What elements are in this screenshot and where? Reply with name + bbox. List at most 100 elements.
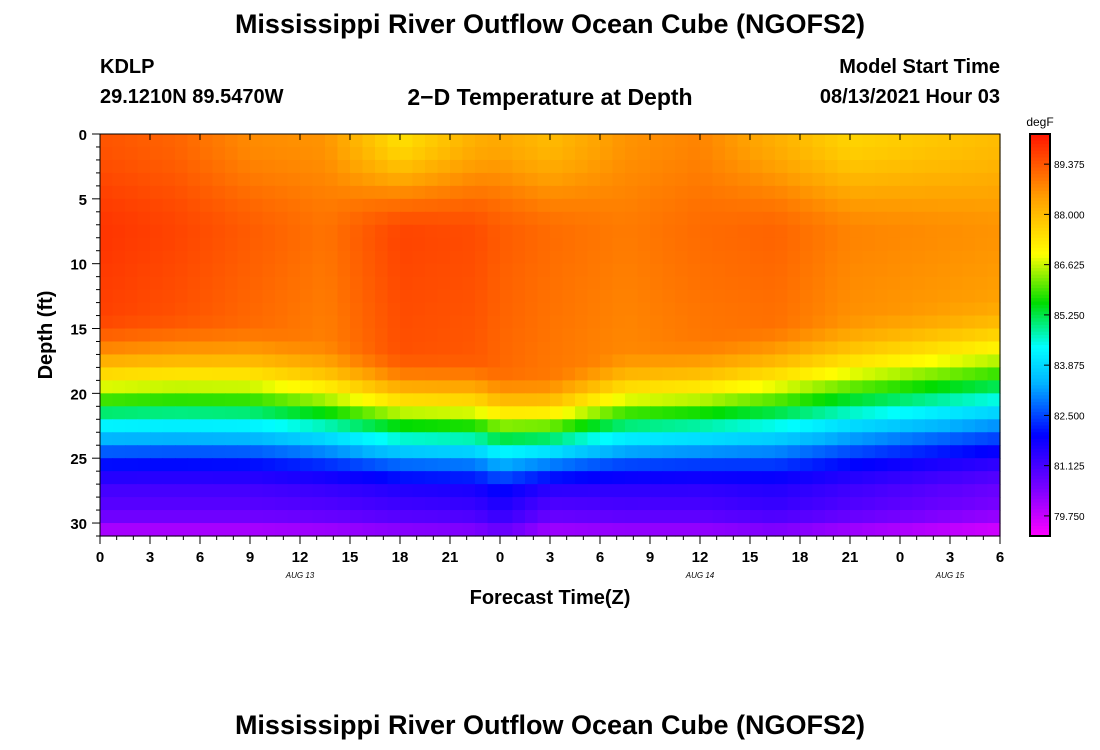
heatmap-cell: [925, 367, 939, 381]
heatmap-cell: [925, 185, 939, 200]
heatmap-cell: [162, 367, 176, 381]
heatmap-cell: [962, 380, 976, 394]
heatmap-cell: [637, 263, 651, 278]
heatmap-cell: [825, 406, 839, 420]
heatmap-cell: [462, 289, 476, 304]
heatmap-cell: [187, 328, 201, 343]
heatmap-cell: [125, 289, 139, 304]
heatmap-cell: [987, 471, 1001, 485]
heatmap-cell: [737, 185, 751, 200]
heatmap-cell: [625, 237, 639, 252]
heatmap-cell: [312, 172, 326, 187]
heatmap-cell: [787, 315, 801, 330]
heatmap-cell: [137, 250, 151, 265]
heatmap-cell: [237, 302, 251, 317]
heatmap-cell: [187, 445, 201, 459]
heatmap-cell: [362, 172, 376, 187]
heatmap-cell: [325, 367, 339, 381]
heatmap-cell: [625, 263, 639, 278]
heatmap-cell: [775, 159, 789, 174]
colorbar-segment: [1030, 244, 1050, 249]
colorbar-segment: [1030, 160, 1050, 165]
heatmap-cell: [262, 432, 276, 446]
heatmap-cell: [875, 224, 889, 239]
heatmap-cell: [400, 458, 414, 472]
heatmap-cell: [937, 471, 951, 485]
heatmap-cell: [762, 445, 776, 459]
heatmap-cell: [600, 302, 614, 317]
heatmap-cell: [512, 328, 526, 343]
heatmap-cell: [487, 146, 501, 161]
heatmap-cell: [725, 302, 739, 317]
heatmap-cell: [212, 328, 226, 343]
heatmap-cell: [262, 185, 276, 200]
heatmap-cell: [300, 315, 314, 330]
heatmap-cell: [175, 263, 189, 278]
heatmap-cell: [450, 458, 464, 472]
heatmap-cell: [912, 380, 926, 394]
heatmap-cell: [375, 380, 389, 394]
heatmap-cell: [275, 445, 289, 459]
heatmap-cell: [987, 263, 1001, 278]
colorbar-segment: [1030, 167, 1050, 172]
heatmap-cell: [550, 237, 564, 252]
heatmap-cell: [200, 523, 214, 537]
heatmap-cell: [312, 341, 326, 356]
station-coordinates: 29.1210N 89.5470W: [100, 86, 284, 108]
colorbar-tick-label: 85.250: [1054, 311, 1085, 322]
heatmap-cell: [625, 198, 639, 213]
heatmap-cell: [162, 250, 176, 265]
heatmap-cell: [100, 354, 114, 369]
heatmap-cell: [475, 224, 489, 239]
heatmap-cell: [387, 263, 401, 278]
y-tick-label: 25: [70, 451, 87, 468]
colorbar-segment: [1030, 381, 1050, 386]
colorbar-segment: [1030, 405, 1050, 410]
heatmap-cell: [625, 419, 639, 433]
heatmap-cell: [775, 445, 789, 459]
heatmap-cell: [737, 523, 751, 537]
heatmap-cell: [887, 250, 901, 265]
heatmap-cell: [212, 159, 226, 174]
heatmap-cell: [862, 419, 876, 433]
heatmap-cell: [487, 484, 501, 498]
heatmap-cell: [387, 458, 401, 472]
heatmap-cell: [287, 419, 301, 433]
y-tick-label: 20: [70, 386, 87, 403]
heatmap-cell: [375, 523, 389, 537]
heatmap-cell: [325, 276, 339, 291]
heatmap-cell: [262, 250, 276, 265]
heatmap-cell: [337, 419, 351, 433]
heatmap-cell: [112, 211, 126, 226]
heatmap-cell: [937, 354, 951, 369]
heatmap-cell: [737, 302, 751, 317]
heatmap-cell: [200, 458, 214, 472]
heatmap-cell: [275, 172, 289, 187]
heatmap-cell: [900, 406, 914, 420]
heatmap-cell: [512, 237, 526, 252]
heatmap-cell: [262, 523, 276, 537]
heatmap-cell: [675, 445, 689, 459]
heatmap-cell: [837, 510, 851, 524]
heatmap-cell: [412, 341, 426, 356]
date-label: AUG 13: [285, 571, 315, 580]
heatmap-cell: [462, 328, 476, 343]
heatmap-cell: [900, 328, 914, 343]
heatmap-cell: [300, 419, 314, 433]
x-tick-label: 12: [692, 549, 709, 566]
heatmap-cell: [825, 471, 839, 485]
heatmap-cell: [425, 263, 439, 278]
heatmap-cell: [562, 497, 576, 511]
heatmap-cell: [862, 289, 876, 304]
heatmap-cell: [587, 419, 601, 433]
heatmap-cell: [275, 523, 289, 537]
colorbar-segment: [1030, 361, 1050, 366]
heatmap-cell: [325, 250, 339, 265]
heatmap-cell: [962, 367, 976, 381]
heatmap-cell: [200, 263, 214, 278]
heatmap-cell: [725, 510, 739, 524]
heatmap-cell: [175, 237, 189, 252]
heatmap-cell: [300, 380, 314, 394]
heatmap-cell: [162, 185, 176, 200]
heatmap-cell: [887, 224, 901, 239]
